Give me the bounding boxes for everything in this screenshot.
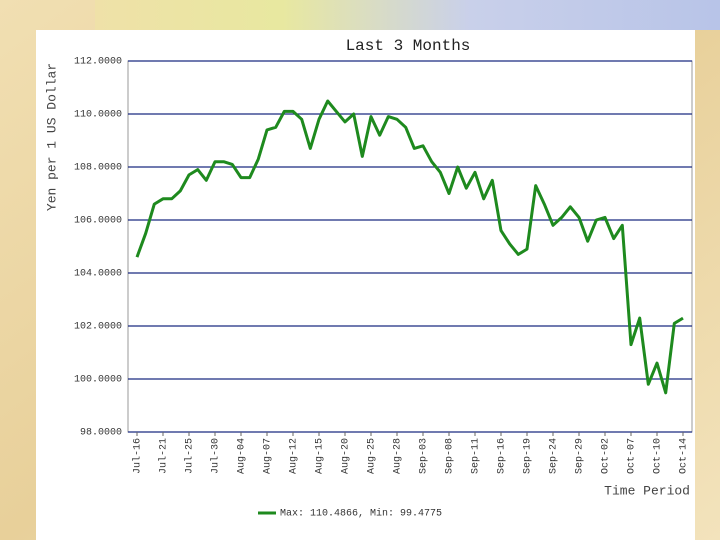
y-tick-label: 102.0000 bbox=[74, 322, 122, 333]
x-tick-label: Sep-03 bbox=[419, 438, 430, 474]
banner bbox=[95, 0, 720, 30]
y-tick-label: 106.0000 bbox=[74, 216, 122, 227]
x-tick-label: Jul-30 bbox=[210, 438, 222, 474]
x-tick-label: Sep-11 bbox=[471, 438, 482, 474]
x-tick-label: Aug-15 bbox=[315, 438, 326, 474]
x-tick-label: Sep-29 bbox=[575, 438, 586, 474]
x-tick-label: Aug-25 bbox=[367, 438, 378, 474]
y-tick-label: 98.0000 bbox=[80, 428, 122, 439]
x-tick-label: Oct-14 bbox=[679, 438, 690, 474]
plot-area bbox=[127, 60, 693, 433]
x-tick-label: Jul-16 bbox=[132, 438, 144, 474]
x-tick-label: Aug-04 bbox=[237, 438, 248, 474]
chart-title: Last 3 Months bbox=[346, 37, 471, 55]
x-tick-label: Aug-20 bbox=[341, 438, 352, 474]
x-tick-label: Aug-12 bbox=[289, 438, 300, 474]
x-axis-title: Time Period bbox=[604, 483, 690, 498]
y-tick-label: 104.0000 bbox=[74, 269, 122, 280]
x-tick-label: Aug-28 bbox=[393, 438, 404, 474]
y-tick-label: 110.0000 bbox=[74, 110, 122, 121]
line bbox=[135, 99, 684, 395]
x-tick-label: Sep-24 bbox=[549, 438, 560, 474]
x-tick-label: Sep-08 bbox=[445, 438, 456, 474]
y-tick-label: 112.0000 bbox=[74, 57, 122, 68]
x-tick-label: Jul-25 bbox=[184, 438, 196, 474]
y-tick-label: 100.0000 bbox=[74, 375, 122, 386]
x-tick-label: Oct-07 bbox=[627, 438, 638, 474]
x-tick-label: Oct-02 bbox=[601, 438, 612, 474]
x-tick-label: Jul-21 bbox=[158, 438, 170, 474]
y-axis-title: Yen per 1 US Dollar bbox=[44, 63, 59, 211]
x-tick-label: Aug-07 bbox=[263, 438, 274, 474]
x-tick-label: Oct-10 bbox=[653, 438, 664, 474]
legend-label: Max: 110.4866, Min: 99.4775 bbox=[280, 508, 442, 520]
x-tick-label: Sep-16 bbox=[497, 438, 508, 474]
y-tick-label: 108.0000 bbox=[74, 163, 122, 174]
x-tick-label: Sep-19 bbox=[523, 438, 534, 474]
